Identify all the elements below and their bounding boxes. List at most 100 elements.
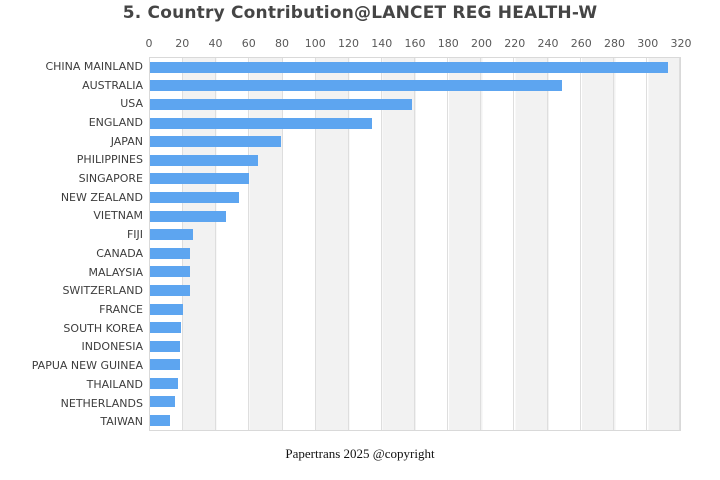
bar (150, 210, 227, 222)
category-label: USA (120, 97, 143, 111)
bar (150, 173, 250, 185)
bar-row (150, 281, 680, 300)
x-tick-label: 160 (404, 37, 426, 50)
bar (150, 117, 372, 129)
category-label: MALAYSIA (88, 265, 143, 279)
bar (150, 191, 240, 203)
bar-row (150, 58, 680, 77)
gridline (182, 58, 184, 430)
bar-row (150, 318, 680, 337)
bar (150, 266, 190, 278)
bar-row (150, 170, 680, 189)
x-tick-label: 60 (241, 37, 256, 50)
category-label: PAPUA NEW GUINEA (31, 359, 143, 373)
bar-series (150, 58, 680, 430)
bar (150, 284, 190, 296)
x-tick-label: 220 (504, 37, 526, 50)
gridline (513, 58, 515, 430)
bar (150, 396, 175, 408)
gridline (380, 58, 382, 430)
watermark-caption: Papertrans 2025 @copyright (285, 446, 435, 461)
gridline (546, 58, 548, 430)
bar (150, 247, 190, 259)
category-label: SWITZERLAND (62, 284, 143, 298)
category-label: TAIWAN (100, 415, 143, 429)
x-tick-label: 180 (437, 37, 459, 50)
x-tick-label: 0 (145, 37, 153, 50)
gridline (579, 58, 581, 430)
category-label: CHINA MAINLAND (45, 59, 143, 73)
gridline (414, 58, 415, 430)
category-label: CANADA (96, 246, 143, 260)
plot-area (149, 57, 681, 431)
y-axis-labels: CHINA MAINLAND AUSTRALIA USA ENGLAND JAPAN PH… (0, 57, 143, 431)
x-tick-label: 100 (304, 37, 326, 50)
category-label: FIJI (126, 228, 143, 242)
x-tick-label: 260 (570, 37, 592, 50)
category-label: SINGAPORE (78, 172, 143, 186)
bar-row (150, 225, 680, 244)
x-tick-label: 300 (637, 37, 659, 50)
bar (150, 322, 182, 334)
x-tick-label: 80 (275, 37, 289, 50)
bar-row (150, 356, 680, 375)
bar-row (150, 300, 680, 319)
gridline (447, 58, 449, 430)
bar (150, 359, 180, 371)
bar-row (150, 207, 680, 226)
x-axis-ticks: 0 20 40 60 80 100 120 140 160 180 200 220 240 260 280 3… (145, 37, 692, 51)
category-label: ENGLAND (88, 115, 143, 129)
chart-title: 5. Country Contribution@LANCET REG HEALT… (122, 3, 598, 23)
category-label: INDONESIA (81, 340, 143, 354)
bar-row (150, 393, 680, 412)
gridline (612, 58, 614, 430)
x-tick-label: 280 (604, 37, 625, 50)
x-tick-label: 40 (208, 37, 223, 50)
gridline (679, 58, 680, 430)
bar-row (150, 244, 680, 263)
bar (150, 303, 184, 315)
gridline (314, 58, 316, 430)
gridline (281, 58, 283, 430)
bar-row (150, 77, 680, 96)
bar (150, 136, 281, 148)
bar (150, 415, 170, 427)
category-label: THAILAND (86, 377, 143, 391)
bar (150, 229, 194, 241)
category-label: JAPAN (110, 134, 143, 148)
gridline (248, 58, 250, 430)
category-label: AUSTRALIA (82, 78, 143, 92)
bar-row (150, 132, 680, 151)
bar-row (150, 151, 680, 170)
category-label: SOUTH KOREA (63, 321, 143, 335)
category-label: NETHERLANDS (60, 396, 143, 410)
gridline (215, 58, 217, 430)
x-tick-label: 120 (338, 37, 359, 50)
bar (150, 80, 563, 92)
gridline (645, 58, 647, 430)
bar-row (150, 95, 680, 114)
category-label: PHILIPPINES (76, 153, 143, 167)
bar-row (150, 374, 680, 393)
gridline (480, 58, 482, 430)
bar (150, 61, 669, 73)
category-label: NEW ZEALAND (60, 190, 143, 204)
x-tick-label: 200 (471, 37, 492, 50)
x-tick-label: 20 (175, 37, 190, 50)
bar-row (150, 114, 680, 133)
bar (150, 340, 180, 352)
bar-row (150, 263, 680, 282)
category-label: VIETNAM (93, 209, 143, 223)
gridline (347, 58, 349, 430)
category-label: FRANCE (99, 302, 143, 316)
x-tick-label: 240 (537, 37, 559, 50)
x-tick-label: 320 (670, 37, 692, 50)
bar-row (150, 337, 680, 356)
bar-row (150, 411, 680, 430)
bar (150, 154, 258, 166)
bar-row (150, 188, 680, 207)
bar (150, 377, 179, 389)
x-tick-label: 140 (371, 37, 393, 50)
bar (150, 98, 412, 110)
